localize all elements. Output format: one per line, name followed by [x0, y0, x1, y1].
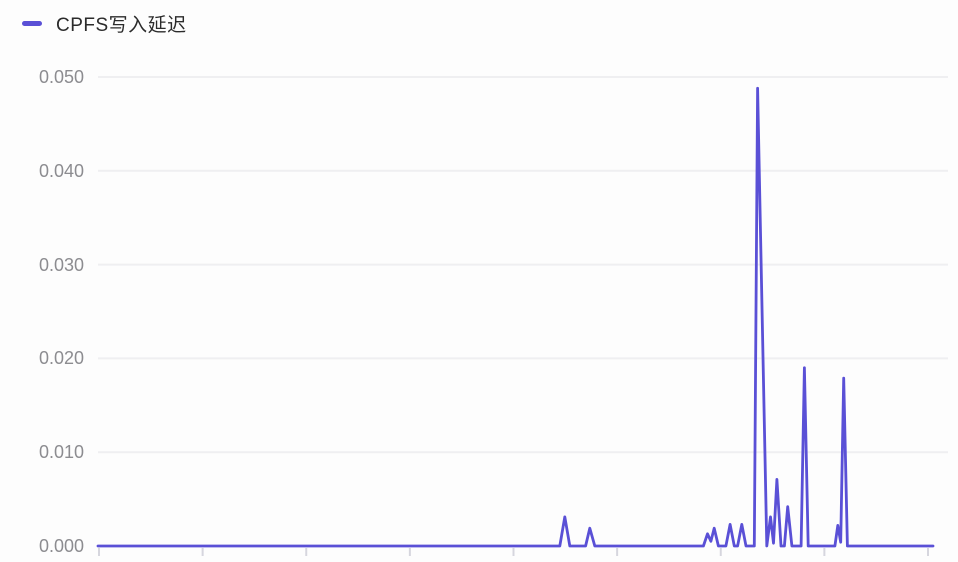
- series-line[interactable]: [96, 86, 935, 548]
- y-axis-tick-label: 0.020: [38, 348, 84, 369]
- y-axis-tick-label: 0.030: [38, 254, 84, 275]
- chart-legend[interactable]: CPFS写入延迟: [22, 8, 187, 38]
- y-axis-tick-label: 0.050: [38, 67, 84, 87]
- legend-dash-icon: [22, 20, 42, 26]
- y-axis-tick-label: 0.010: [38, 442, 84, 463]
- y-axis-tick-label: 0.040: [38, 160, 84, 181]
- y-axis-tick-label: 0.000: [38, 536, 84, 556]
- legend-label: CPFS写入延迟: [56, 14, 187, 36]
